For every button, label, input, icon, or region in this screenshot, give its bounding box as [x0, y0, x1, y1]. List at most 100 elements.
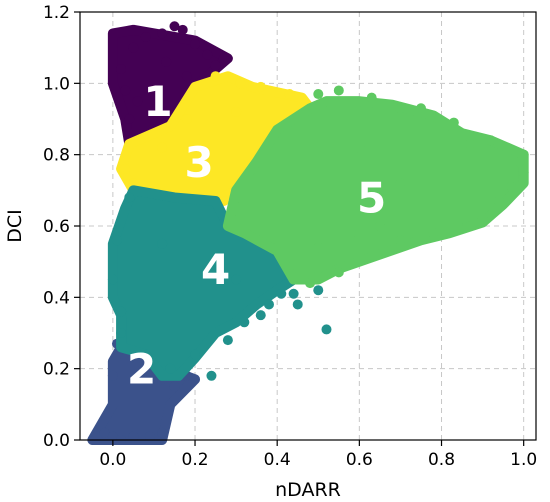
y-tick-label: 0.2 — [43, 360, 70, 380]
data-point — [448, 117, 459, 128]
data-point — [255, 81, 266, 92]
data-point — [116, 328, 127, 338]
data-point — [276, 288, 287, 299]
data-point — [305, 278, 316, 289]
data-point — [288, 288, 299, 299]
data-point — [177, 24, 188, 35]
data-point — [518, 167, 529, 178]
data-point — [157, 427, 168, 438]
data-point — [157, 106, 168, 117]
data-point — [494, 196, 505, 207]
data-point — [107, 370, 118, 381]
data-point — [465, 138, 476, 149]
data-point — [506, 181, 517, 192]
data-point — [181, 71, 192, 82]
data-point — [346, 228, 357, 239]
data-point — [452, 221, 463, 231]
data-point — [354, 142, 365, 153]
data-point — [210, 71, 221, 82]
data-point — [518, 149, 529, 160]
data-point — [120, 85, 131, 96]
data-point — [140, 31, 151, 42]
data-point — [120, 163, 131, 174]
x-tick-label: 0.0 — [99, 450, 126, 470]
x-tick-label: 0.6 — [346, 450, 373, 470]
y-tick-label: 1.0 — [43, 74, 70, 94]
data-point — [181, 114, 192, 124]
data-point — [169, 381, 180, 392]
data-point — [99, 427, 110, 438]
data-point — [169, 21, 180, 32]
data-point — [235, 78, 246, 89]
data-point — [218, 53, 229, 64]
data-point — [157, 142, 168, 153]
x-tick-label: 0.8 — [428, 450, 455, 470]
data-point — [144, 431, 155, 442]
data-point — [374, 221, 385, 231]
data-point — [190, 349, 201, 360]
data-point — [157, 28, 168, 39]
data-point — [477, 213, 488, 224]
data-point — [107, 274, 118, 285]
x-tick-label: 1.0 — [510, 450, 537, 470]
axis-ticks: 0.0 0.2 0.4 0.6 0.8 1.0 0.0 0.2 0.4 0.6 0.8 1.0 1.2 — [43, 3, 537, 470]
data-point — [395, 103, 406, 114]
data-point — [91, 431, 102, 442]
data-point — [415, 103, 426, 114]
x-tick-label: 0.2 — [182, 450, 209, 470]
data-point — [313, 270, 324, 281]
data-point — [231, 106, 242, 117]
data-point — [321, 324, 332, 335]
x-axis-label: nDARR — [275, 479, 341, 501]
data-point — [366, 92, 377, 103]
y-axis-label: DCI — [4, 209, 26, 243]
y-tick-label: 0.0 — [43, 431, 70, 451]
data-point — [111, 235, 122, 246]
data-point — [128, 42, 139, 53]
data-point — [107, 431, 118, 442]
data-point — [333, 85, 344, 96]
data-point — [116, 306, 127, 317]
data-point — [222, 335, 233, 346]
data-point — [313, 285, 324, 296]
data-point — [124, 192, 135, 203]
cluster-5-label: 5 — [357, 173, 386, 222]
data-points — [87, 21, 529, 445]
data-point — [428, 228, 439, 239]
y-tick-label: 0.4 — [43, 288, 70, 308]
y-tick-label: 0.8 — [43, 146, 70, 166]
cluster-5-points — [222, 85, 529, 289]
data-point — [124, 114, 135, 124]
data-point — [132, 96, 143, 107]
cluster-3-label: 3 — [185, 138, 214, 187]
cluster-1-label: 1 — [143, 77, 172, 126]
data-point — [202, 49, 213, 60]
data-point — [161, 56, 172, 67]
data-point — [395, 178, 406, 189]
data-point — [502, 146, 513, 157]
data-point — [255, 310, 266, 321]
data-point — [313, 242, 324, 253]
y-tick-label: 1.2 — [43, 3, 70, 23]
x-tick-label: 0.4 — [264, 450, 291, 470]
data-point — [485, 135, 496, 146]
data-point — [292, 299, 303, 310]
data-point — [206, 370, 217, 381]
y-tick-label: 0.6 — [43, 217, 70, 237]
data-point — [333, 267, 344, 278]
data-point — [157, 238, 168, 249]
data-point — [116, 64, 127, 75]
data-point — [210, 60, 221, 71]
data-point — [395, 235, 406, 246]
cluster-4-label: 4 — [201, 245, 230, 294]
data-point — [284, 89, 295, 100]
data-point — [231, 274, 242, 285]
data-point — [165, 363, 176, 374]
data-point — [190, 39, 201, 50]
data-point — [313, 89, 324, 100]
data-point — [239, 317, 250, 328]
data-point — [263, 299, 274, 310]
data-point — [128, 431, 139, 442]
cluster-labels: 1 2 3 4 5 — [127, 77, 386, 393]
